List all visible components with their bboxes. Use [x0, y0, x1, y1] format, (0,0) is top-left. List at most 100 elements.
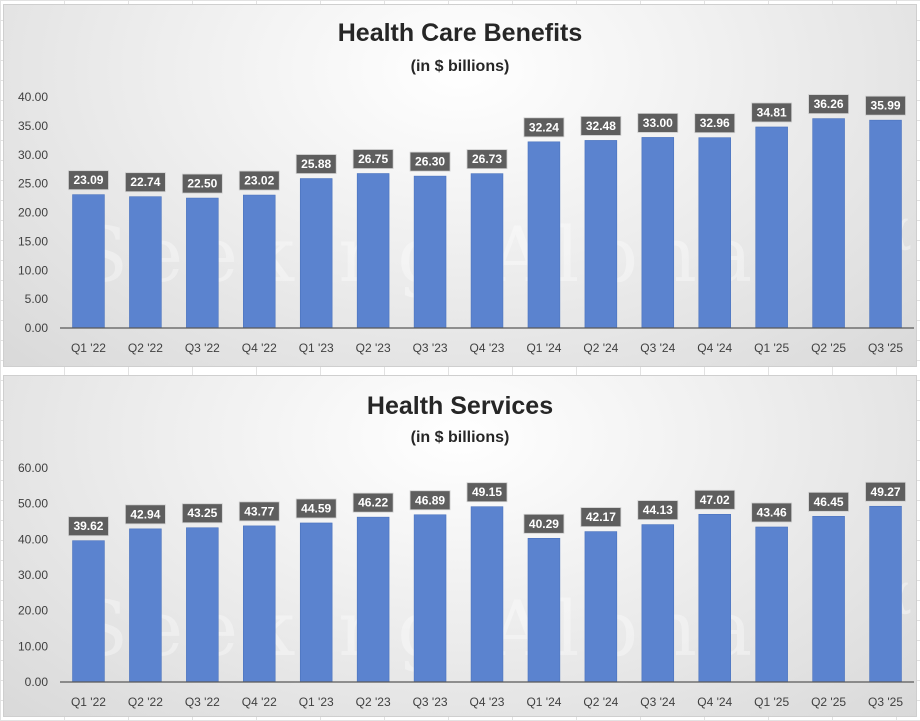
x-tick-label: Q3 '23 [413, 695, 448, 709]
data-label-box [808, 491, 849, 512]
data-label-box [68, 170, 109, 191]
data-label-box [295, 154, 337, 174]
bar [470, 173, 504, 329]
data-label-box [523, 513, 565, 534]
data-label: 43.46 [757, 505, 787, 519]
chart-health-services[interactable]: Seeking Alpha α Health Services (in $ bi… [3, 375, 917, 717]
bar [698, 137, 731, 329]
data-label: 43.77 [244, 504, 274, 518]
data-label-box [466, 482, 508, 503]
x-tick-label: Q3 '22 [185, 341, 220, 355]
x-tick-label: Q3 '25 [868, 341, 903, 355]
data-label: 43.25 [187, 506, 217, 520]
bar [186, 527, 219, 683]
y-tick-label: 0.00 [25, 321, 49, 335]
x-tick-label: Q3 '24 [640, 695, 675, 709]
data-label-box [580, 116, 622, 136]
x-tick-label: Q4 '23 [470, 695, 505, 709]
x-tick-label: Q3 '22 [185, 695, 220, 709]
data-label: 32.48 [586, 119, 616, 133]
bar [72, 194, 105, 329]
data-label: 36.26 [814, 97, 844, 111]
y-tick-label: 40.00 [18, 532, 48, 546]
y-tick-label: 50.00 [18, 497, 48, 511]
bar [72, 540, 105, 683]
x-tick-label: Q4 '23 [470, 341, 505, 355]
bar [698, 513, 731, 683]
data-label: 32.96 [700, 116, 730, 130]
x-tick-label: Q1 '23 [299, 341, 334, 355]
x-tick-label: Q3 '23 [413, 341, 448, 355]
data-label-box [808, 94, 849, 114]
chart-title: Health Services [366, 392, 554, 420]
bar [812, 516, 845, 683]
data-label: 22.74 [130, 175, 160, 189]
data-label-box [238, 170, 280, 191]
y-tick-label: 30.00 [18, 148, 48, 162]
data-label: 34.81 [757, 105, 787, 119]
x-tick-label: Q2 '22 [128, 695, 163, 709]
data-label-box [295, 498, 337, 519]
bar [413, 175, 447, 329]
x-tick-label: Q2 '25 [811, 695, 846, 709]
data-label: 35.99 [871, 99, 901, 113]
data-label-box [352, 492, 394, 513]
chart-subtitle: (in $ billions) [410, 58, 510, 75]
bar [186, 197, 219, 329]
bar [641, 137, 675, 329]
x-tick-label: Q1 '24 [526, 695, 561, 709]
data-label-box [751, 502, 793, 523]
data-label: 23.02 [244, 174, 274, 188]
data-label-box [580, 507, 622, 527]
x-tick-label: Q4 '22 [242, 341, 277, 355]
y-tick-label: 35.00 [18, 119, 48, 133]
x-tick-label: Q1 '22 [71, 341, 106, 355]
bar [356, 173, 390, 329]
data-label: 46.89 [415, 493, 445, 507]
data-label: 26.75 [358, 152, 388, 166]
y-tick-label: 40.00 [18, 90, 48, 104]
y-tick-label: 10.00 [18, 263, 48, 277]
y-tick-label: 20.00 [18, 604, 48, 618]
bar [129, 196, 162, 329]
bar [527, 537, 561, 683]
x-tick-label: Q2 '24 [583, 695, 618, 709]
bar [299, 522, 333, 683]
data-label: 25.88 [301, 157, 331, 171]
chart-subtitle: (in $ billions) [410, 429, 510, 446]
data-label: 44.59 [301, 501, 331, 515]
chart-health-care-benefits[interactable]: Seeking Alpha α Health Care Benefits (in… [3, 4, 917, 367]
data-label: 40.29 [529, 517, 559, 531]
bar [584, 140, 618, 329]
bar [299, 178, 333, 329]
y-tick-label: 5.00 [25, 292, 49, 306]
data-label-box [466, 149, 508, 170]
data-label: 47.02 [700, 493, 730, 507]
x-tick-label: Q4 '24 [697, 695, 732, 709]
data-label-box [238, 501, 280, 522]
data-label: 42.94 [130, 507, 160, 521]
chart-plot-area: 0.00 10.00 20.00 30.00 40.00 50.00 60.00 39.62 Q… [18, 461, 914, 709]
x-tick-label: Q2 '22 [128, 341, 163, 355]
data-label-box [68, 516, 109, 537]
x-tick-label: Q1 '25 [754, 341, 789, 355]
data-label-box [694, 113, 736, 134]
bar [869, 505, 902, 683]
data-label-box [125, 172, 166, 193]
bar [755, 126, 788, 329]
bar [413, 514, 447, 683]
y-tick-label: 10.00 [18, 639, 48, 653]
data-label-box [865, 95, 906, 116]
x-tick-label: Q2 '23 [356, 695, 391, 709]
chart-plot-area: 0.00 5.00 10.00 15.00 20.00 25.00 30.00 35.00 40… [18, 90, 914, 355]
data-label-box [637, 500, 679, 521]
y-tick-label: 30.00 [18, 568, 48, 582]
data-label-box [865, 481, 906, 502]
bar [243, 525, 276, 683]
y-tick-label: 20.00 [18, 206, 48, 220]
data-label: 49.27 [871, 485, 901, 499]
data-label: 49.15 [472, 485, 502, 499]
bar [129, 528, 162, 683]
data-label-box [352, 149, 394, 169]
data-label-box [637, 113, 679, 133]
